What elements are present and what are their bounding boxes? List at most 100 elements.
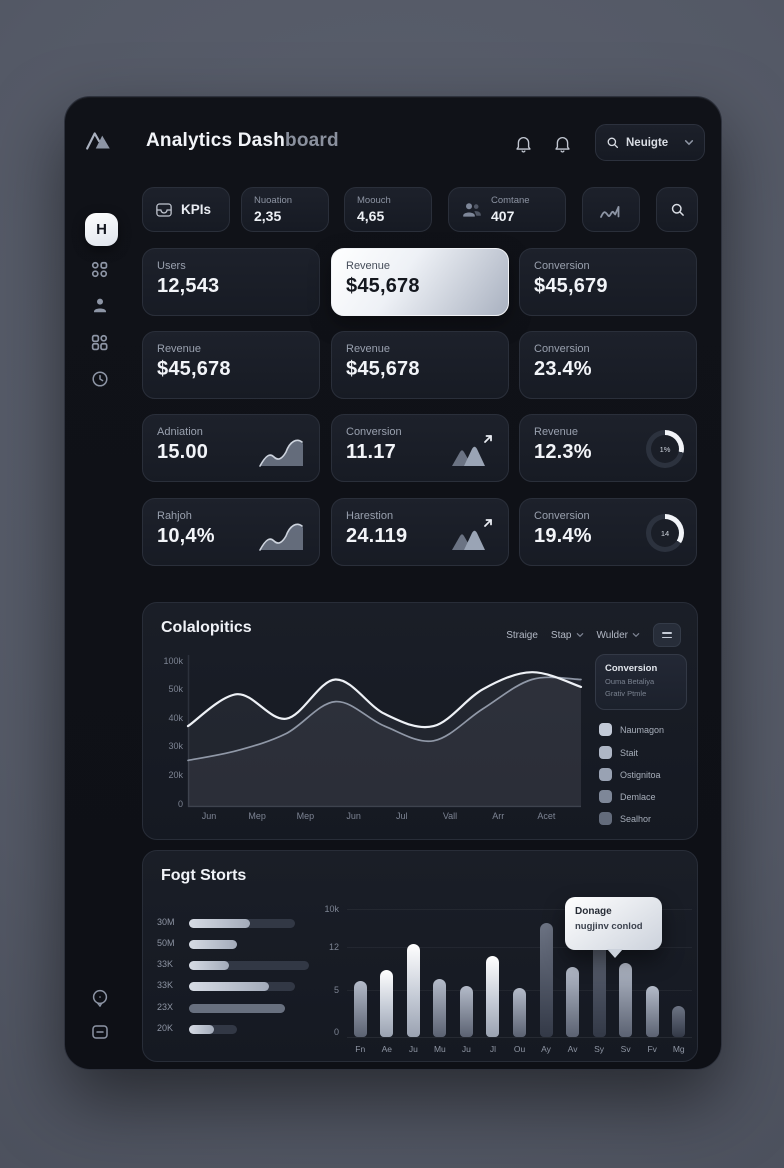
legend-label: Demlace bbox=[620, 791, 656, 802]
stat-label: Conversion bbox=[534, 260, 590, 272]
tooltip-line: nugjinv conlod bbox=[575, 921, 643, 932]
x-tick-label: Ay bbox=[541, 1044, 551, 1054]
stat-label: Revenue bbox=[346, 343, 391, 355]
x-tick-label: Arr bbox=[492, 811, 505, 821]
filter-button[interactable] bbox=[653, 623, 681, 647]
gridline bbox=[347, 947, 692, 948]
legend-item[interactable]: Stait bbox=[599, 746, 638, 759]
primary-bright-line bbox=[186, 671, 583, 729]
vbar-Mg[interactable] bbox=[672, 1006, 686, 1037]
stat-card-revenue[interactable]: Revenue $45,678 bbox=[331, 331, 509, 399]
area-sparkline-icon bbox=[257, 518, 307, 556]
stat-value: $45,679 bbox=[534, 275, 608, 297]
notification-bell-icon[interactable] bbox=[515, 135, 532, 153]
chip-label: Moouch bbox=[357, 194, 391, 206]
search-button[interactable] bbox=[656, 187, 698, 232]
metric-chip-moouch[interactable]: Moouch 4,65 bbox=[344, 187, 432, 232]
active-tab-label: H bbox=[96, 221, 107, 238]
vbar-Fv[interactable] bbox=[645, 985, 659, 1037]
stat-label: Revenue bbox=[157, 343, 202, 355]
metric-chip-nuoation[interactable]: Nuoation 2,35 bbox=[241, 187, 329, 232]
vbar-Av[interactable] bbox=[566, 966, 580, 1037]
stat-card-adniation[interactable]: Adniation 15.00 bbox=[142, 414, 320, 482]
stat-card-revenue-highlighted[interactable]: Revenue $45,678 bbox=[331, 248, 509, 316]
vbar-Sv[interactable] bbox=[619, 962, 633, 1037]
control-wulder-dropdown[interactable]: Wulder bbox=[597, 630, 641, 641]
stat-label: Conversion bbox=[534, 510, 590, 522]
legend-swatch bbox=[599, 723, 612, 736]
conversion-info-card[interactable]: Conversion Ouma Betaliya Grativ Ptmle bbox=[595, 654, 687, 710]
vbar-Ou[interactable] bbox=[513, 988, 526, 1037]
y-tick-label: 30k bbox=[168, 741, 183, 751]
user-icon[interactable] bbox=[91, 296, 109, 314]
legend-item[interactable]: Ostignitoa bbox=[599, 768, 661, 781]
bar-chart-panel: Fogt Storts 30M 50M 33K 33K 23X 20K 10k 12 5 0 Fn… bbox=[142, 850, 698, 1062]
vbar-Mu[interactable] bbox=[433, 979, 447, 1037]
dashboard-grid-icon[interactable] bbox=[90, 333, 109, 352]
x-tick-label: Acet bbox=[537, 811, 556, 821]
x-tick-label: Av bbox=[567, 1044, 578, 1054]
stat-value: $45,678 bbox=[346, 275, 420, 297]
control-straige[interactable]: Straige bbox=[506, 629, 538, 641]
secondary-dim-area bbox=[188, 677, 581, 807]
x-tick-label: Mep bbox=[248, 811, 266, 821]
x-tick-label: Mu bbox=[433, 1044, 446, 1054]
line-plot bbox=[186, 655, 583, 808]
y-tick-label: 40k bbox=[168, 713, 183, 723]
stat-card-revenue-gauge[interactable]: Revenue 12.3% 1% bbox=[519, 414, 697, 482]
vbar-Jl[interactable] bbox=[486, 956, 500, 1037]
trend-line-icon bbox=[598, 199, 624, 221]
legend-label: Ostignitoa bbox=[620, 769, 661, 780]
vbar-Ju[interactable] bbox=[459, 985, 473, 1037]
stat-card-users[interactable]: Users 12,543 bbox=[142, 248, 320, 316]
chip-label: Nuoation bbox=[254, 194, 293, 206]
vbar-Ae[interactable] bbox=[380, 970, 394, 1037]
x-tick-label: Fv bbox=[647, 1044, 657, 1054]
help-bubble-icon[interactable] bbox=[91, 989, 109, 1007]
stat-card-rahjoh[interactable]: Rahjoh 10,4% bbox=[142, 498, 320, 566]
notification-bell-icon-2[interactable] bbox=[554, 135, 571, 153]
y-tick-label: 10k bbox=[324, 904, 339, 914]
stat-card-harestion[interactable]: Harestion 24.119 bbox=[331, 498, 509, 566]
apps-grid-icon[interactable] bbox=[90, 260, 109, 279]
stat-card-conversion-gauge[interactable]: Conversion 19.4% 14 bbox=[519, 498, 697, 566]
x-tick-label: Jul bbox=[396, 811, 408, 821]
kpis-chip[interactable]: KPIs bbox=[142, 187, 230, 232]
legend-label: Sealhor bbox=[620, 813, 652, 824]
stat-value: 24.119 bbox=[346, 525, 408, 547]
donut-gauge: 14 bbox=[646, 514, 684, 552]
stat-value: $45,678 bbox=[346, 358, 420, 380]
stat-card-revenue[interactable]: Revenue $45,678 bbox=[142, 331, 320, 399]
vbar-Fn[interactable] bbox=[353, 980, 367, 1037]
search-dropdown-label: Neuigte bbox=[626, 136, 669, 149]
history-clock-icon[interactable] bbox=[91, 370, 109, 388]
mountain-trend-icon bbox=[448, 432, 496, 472]
gauge-value: 14 bbox=[660, 528, 670, 538]
stat-card-conversion[interactable]: Conversion 23.4% bbox=[519, 331, 697, 399]
legend-swatch bbox=[599, 746, 612, 759]
minimize-square-icon[interactable] bbox=[91, 1024, 109, 1040]
control-stap-dropdown[interactable]: Stap bbox=[551, 630, 584, 641]
vbar-Ay[interactable] bbox=[539, 923, 553, 1037]
legend-item[interactable]: Sealhor bbox=[599, 812, 651, 825]
vbar-Ju[interactable] bbox=[406, 943, 420, 1037]
kpis-chip-label: KPIs bbox=[181, 202, 212, 217]
trend-chart-button[interactable] bbox=[582, 187, 640, 232]
primary-bright-area bbox=[188, 672, 581, 807]
sidebar-item-home-active[interactable]: H bbox=[85, 213, 118, 246]
stat-label: Harestion bbox=[346, 510, 394, 522]
search-dropdown-button[interactable]: Neuigte bbox=[595, 124, 705, 161]
metric-chip-comtane[interactable]: Comtane 407 bbox=[448, 187, 566, 232]
legend-item[interactable]: Naumagon bbox=[599, 723, 664, 736]
stat-card-conversion-trend[interactable]: Conversion 11.17 bbox=[331, 414, 509, 482]
y-tick-label: 0 bbox=[177, 799, 183, 809]
x-tick-label: Ju bbox=[408, 1044, 418, 1054]
chip-value: 4,65 bbox=[357, 207, 385, 224]
mountain-trend-icon bbox=[448, 516, 496, 556]
legend-label: Naumagon bbox=[620, 724, 665, 735]
legend-item[interactable]: Demlace bbox=[599, 790, 656, 803]
y-tick-label: 100k bbox=[163, 656, 183, 666]
stat-card-conversion[interactable]: Conversion $45,679 bbox=[519, 248, 697, 316]
page-title: Analytics Dashboard bbox=[146, 130, 339, 151]
